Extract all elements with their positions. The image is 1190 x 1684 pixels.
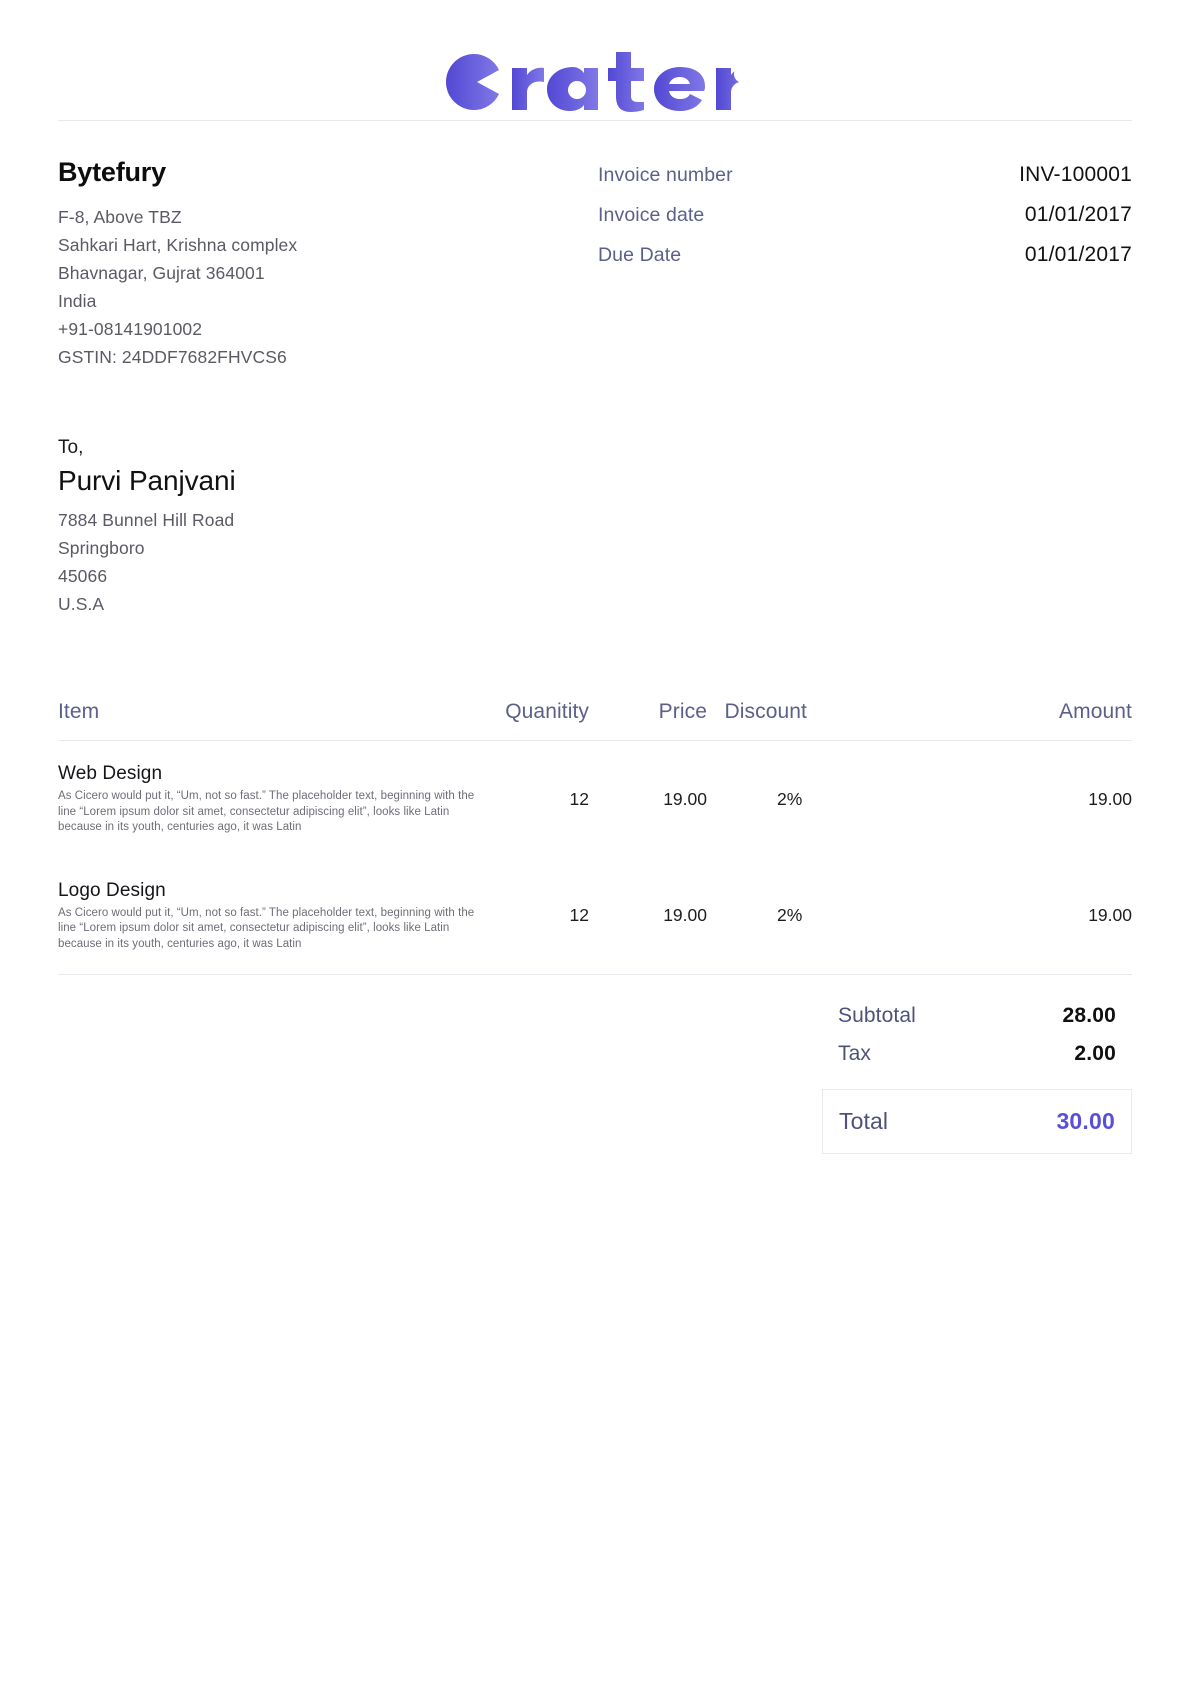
crater-logo-icon bbox=[446, 52, 750, 112]
bill-to-address-line: Springboro bbox=[58, 538, 145, 558]
invoice-meta-block: Invoice number INV-100001 Invoice date 0… bbox=[598, 157, 1132, 283]
bill-to-name: Purvi Panjvani bbox=[58, 465, 236, 496]
invoice-date-label: Invoice date bbox=[598, 204, 705, 226]
tax-label: Tax bbox=[838, 1042, 871, 1065]
item-description: As Cicero would put it, “Um, not so fast… bbox=[58, 906, 475, 950]
invoice-date-value: 01/01/2017 bbox=[1024, 203, 1132, 226]
item-description: As Cicero would put it, “Um, not so fast… bbox=[58, 790, 475, 833]
total-label: Total bbox=[839, 1108, 889, 1134]
column-header-quantity: Quanitity bbox=[505, 700, 589, 723]
item-name: Web Design bbox=[58, 763, 163, 784]
company-address-line: F-8, Above TBZ bbox=[58, 207, 182, 227]
company-address-line: India bbox=[58, 291, 97, 311]
cell-amount: 19.00 bbox=[1088, 905, 1132, 926]
subtotal-label: Subtotal bbox=[838, 1004, 916, 1027]
items-header-row: Item Quanitity Price Discount Amount bbox=[58, 700, 1132, 741]
due-date-value: 01/01/2017 bbox=[1024, 243, 1132, 266]
item-name: Logo Design bbox=[58, 879, 166, 901]
totals-box: Subtotal 28.00 Tax 2.00 Total 30.00 bbox=[822, 997, 1132, 1154]
items-table-head: Item Quanitity Price Discount Amount bbox=[58, 700, 1132, 741]
bill-to-address-line: 45066 bbox=[58, 566, 108, 586]
due-date-row: Due Date 01/01/2017 bbox=[598, 243, 1132, 267]
subtotal-row: Subtotal 28.00 bbox=[822, 997, 1132, 1035]
cell-item: Logo Design As Cicero would put it, “Um,… bbox=[58, 858, 488, 975]
cell-discount: 2% bbox=[777, 788, 803, 809]
cell-amount: 19.00 bbox=[1088, 788, 1132, 809]
cell-price: 19.00 bbox=[663, 788, 707, 809]
bill-to-address-line: U.S.A bbox=[58, 594, 105, 614]
cell-item: Web Design As Cicero would put it, “Um, … bbox=[58, 741, 488, 858]
cell-discount: 2% bbox=[777, 905, 803, 926]
totals-section: Subtotal 28.00 Tax 2.00 Total 30.00 bbox=[0, 975, 1190, 1154]
total-value: 30.00 bbox=[1056, 1108, 1115, 1134]
company-block: Bytefury F-8, Above TBZ Sahkari Hart, Kr… bbox=[58, 157, 598, 371]
column-header-price: Price bbox=[658, 700, 707, 723]
invoice-number-label: Invoice number bbox=[598, 164, 733, 186]
company-gstin: GSTIN: 24DDF7682FHVCS6 bbox=[58, 347, 287, 367]
column-header-item: Item bbox=[58, 700, 100, 723]
bill-to-address-line: 7884 Bunnel Hill Road bbox=[58, 510, 235, 530]
header-divider bbox=[58, 120, 1132, 121]
items-table-divider bbox=[58, 974, 1132, 975]
cell-quantity: 12 bbox=[569, 905, 589, 926]
company-address-line: Sahkari Hart, Krishna complex bbox=[58, 235, 298, 255]
items-table: Item Quanitity Price Discount Amount Web… bbox=[58, 700, 1132, 974]
column-header-amount: Amount bbox=[1059, 700, 1132, 723]
subtotal-value: 28.00 bbox=[1062, 1004, 1116, 1027]
company-address-line: Bhavnagar, Gujrat 364001 bbox=[58, 263, 265, 283]
company-name: Bytefury bbox=[58, 157, 166, 187]
invoice-date-row: Invoice date 01/01/2017 bbox=[598, 203, 1132, 227]
tax-row: Tax 2.00 bbox=[822, 1035, 1132, 1073]
cell-price: 19.00 bbox=[663, 905, 707, 926]
bill-to-block: To, Purvi Panjvani 7884 Bunnel Hill Road… bbox=[0, 371, 1190, 618]
tax-value: 2.00 bbox=[1074, 1042, 1116, 1065]
grand-total-row: Total 30.00 bbox=[822, 1089, 1132, 1154]
invoice-header: Bytefury F-8, Above TBZ Sahkari Hart, Kr… bbox=[0, 121, 1190, 371]
due-date-label: Due Date bbox=[598, 244, 682, 266]
table-row: Web Design As Cicero would put it, “Um, … bbox=[58, 741, 1132, 858]
column-header-discount: Discount bbox=[724, 700, 807, 723]
brand-logo bbox=[0, 0, 1190, 120]
items-table-body: Web Design As Cicero would put it, “Um, … bbox=[58, 741, 1132, 975]
cell-quantity: 12 bbox=[569, 788, 589, 809]
bill-to-label: To, bbox=[58, 437, 84, 458]
items-table-wrap: Item Quanitity Price Discount Amount Web… bbox=[0, 618, 1190, 974]
invoice-number-value: INV-100001 bbox=[1019, 163, 1132, 186]
company-phone: +91-08141901002 bbox=[58, 319, 203, 339]
table-row: Logo Design As Cicero would put it, “Um,… bbox=[58, 858, 1132, 975]
invoice-number-row: Invoice number INV-100001 bbox=[598, 163, 1132, 187]
